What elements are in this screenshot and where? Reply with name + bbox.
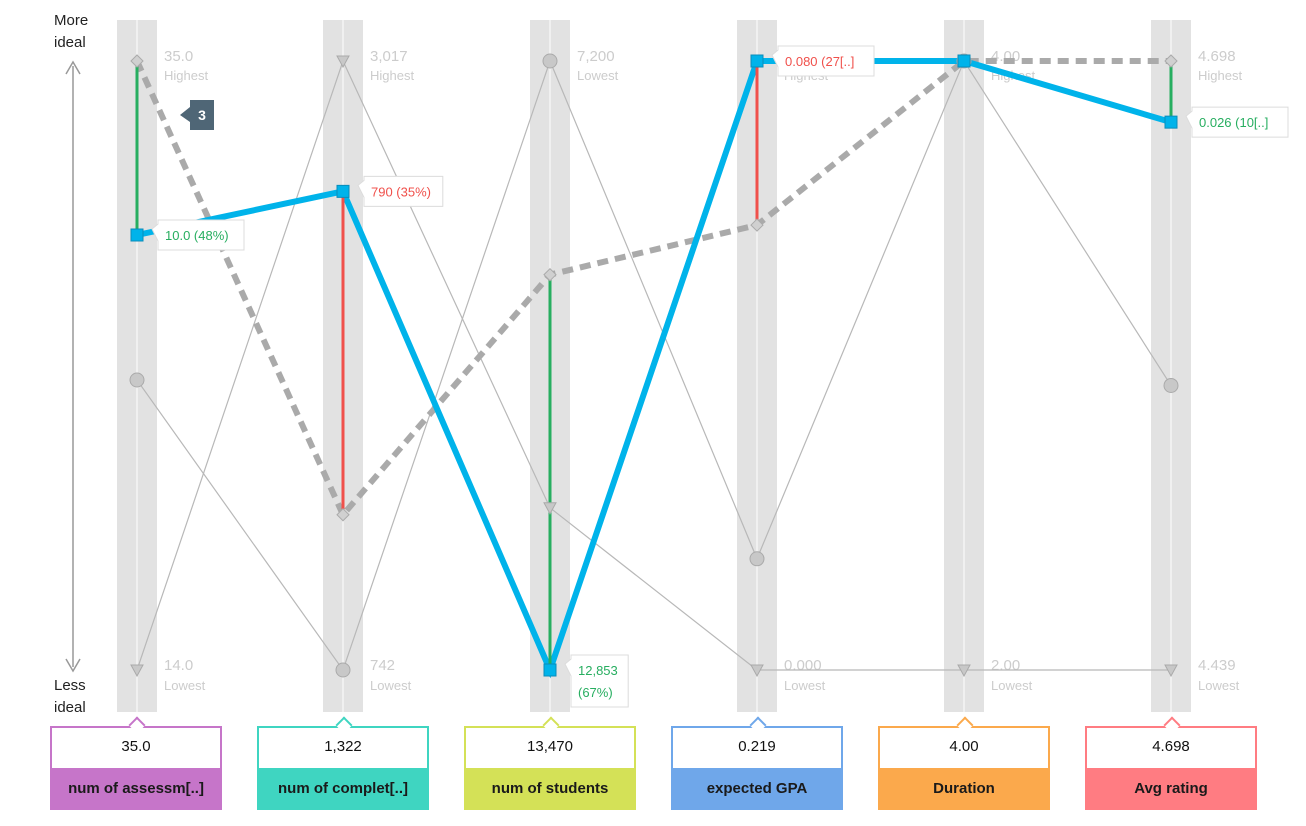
axis-max-sub-5: Highest xyxy=(1198,68,1242,83)
axis-card-name: Duration xyxy=(878,768,1050,810)
marker-diamond-0 xyxy=(130,54,144,68)
parallel-coordinates-chart: 35.0 Highest 14.0 Lowest 3,017 Highest 742 Lowe… xyxy=(65,20,1289,712)
axis-card-5[interactable]: 4.698 Avg rating xyxy=(1085,716,1257,810)
marker-triangle-5 xyxy=(1164,664,1178,678)
axis-card-name: num of students xyxy=(464,768,636,810)
axis-card-0[interactable]: 35.0 num of assessm[..] xyxy=(50,716,222,810)
axis-min-sub-5: Lowest xyxy=(1198,678,1240,693)
ideal-arrow-up-head xyxy=(65,60,81,75)
less-ideal-line2: ideal xyxy=(54,699,86,716)
marker-diamond-2 xyxy=(543,267,557,282)
axis-max-sub-1: Highest xyxy=(370,68,414,83)
axis-max-label-2: 7,200 xyxy=(577,48,615,65)
axis-card-3[interactable]: 0.219 expected GPA xyxy=(671,716,843,810)
marker-triangle-0 xyxy=(130,664,144,678)
marker-circle-3 xyxy=(749,551,765,567)
axis-card-name: expected GPA xyxy=(671,768,843,810)
marker-circle-0 xyxy=(129,372,145,388)
marker-square-3 xyxy=(750,54,764,68)
marker-triangle-2 xyxy=(543,502,557,515)
axis-card-2[interactable]: 13,470 num of students xyxy=(464,716,636,810)
axis-max-sub-0: Highest xyxy=(164,68,208,83)
less-ideal-label: Less ideal xyxy=(54,675,86,719)
more-ideal-line2: ideal xyxy=(54,34,86,51)
series-line-compare xyxy=(134,58,1171,521)
marker-triangle-4 xyxy=(957,664,971,678)
diff-label-text2-2: (67%) xyxy=(578,685,613,700)
more-ideal-line1: More xyxy=(54,12,89,29)
diff-label-text-5: 0.026 (10[..] xyxy=(1199,115,1268,130)
less-ideal-line1: Less xyxy=(54,677,86,694)
axis-card-value: 4.698 xyxy=(1152,738,1190,755)
marker-triangle-1 xyxy=(336,55,350,69)
axis-min-label-5: 4.439 xyxy=(1198,657,1236,674)
axis-max-label-0: 35.0 xyxy=(164,48,193,65)
marker-diamond-5 xyxy=(1164,54,1178,68)
axis-max-sub-2: Lowest xyxy=(577,68,619,83)
diff-label-box-1 xyxy=(357,175,444,207)
rank-badge-text: 3 xyxy=(198,107,206,123)
axis-card-value: 35.0 xyxy=(121,738,151,755)
axis-min-label-0: 14.0 xyxy=(164,657,193,674)
diff-label-box-0 xyxy=(151,219,245,251)
axis-card-1[interactable]: 1,322 num of complet[..] xyxy=(257,716,429,810)
diff-label-box-3 xyxy=(771,45,875,77)
axis-card-4[interactable]: 4.00 Duration xyxy=(878,716,1050,810)
axis-card-name: num of assessm[..] xyxy=(50,768,222,810)
axis-min-sub-0: Lowest xyxy=(164,678,206,693)
diff-label-text-3: 0.080 (27[..] xyxy=(785,54,854,69)
marker-diamond-3 xyxy=(750,218,764,232)
marker-circle-1 xyxy=(335,662,351,678)
series-line-selected xyxy=(136,58,1172,679)
axis-card-name: Avg rating xyxy=(1085,768,1257,810)
marker-square-2 xyxy=(543,663,557,677)
marker-square-0 xyxy=(130,228,144,242)
ideal-arrow-down-head xyxy=(65,658,81,673)
diff-label-box-2 xyxy=(564,654,629,708)
more-ideal-label: More ideal xyxy=(54,10,88,54)
marker-circle-5 xyxy=(1163,377,1179,393)
series-line-background-2 xyxy=(136,59,1171,671)
diff-label-text-0: 10.0 (48%) xyxy=(165,228,229,243)
axis-card-value: 13,470 xyxy=(527,738,573,755)
axis-min-sub-3: Lowest xyxy=(784,678,826,693)
marker-square-4 xyxy=(957,54,971,68)
axis-max-label-5: 4.698 xyxy=(1198,48,1236,65)
axis-max-label-1: 3,017 xyxy=(370,48,408,65)
marker-square-1 xyxy=(336,184,350,198)
axis-min-label-4: 2.00 xyxy=(991,657,1020,674)
axis-min-sub-1: Lowest xyxy=(370,678,412,693)
diff-label-box-5 xyxy=(1185,106,1289,138)
marker-square-5 xyxy=(1164,115,1178,129)
marker-diamond-1 xyxy=(336,508,350,522)
marker-triangle-3 xyxy=(750,664,764,678)
axis-min-label-3: 0.000 xyxy=(784,657,822,674)
axis-card-value: 4.00 xyxy=(949,738,979,755)
series-line-background-1 xyxy=(136,59,1172,672)
axis-min-label-1: 742 xyxy=(370,657,395,674)
axis-card-value: 1,322 xyxy=(324,738,362,755)
marker-circle-2 xyxy=(542,53,558,69)
axis-min-sub-4: Lowest xyxy=(991,678,1033,693)
diff-label-text-1: 790 (35%) xyxy=(371,184,431,199)
rank-badge-shape xyxy=(180,100,214,130)
axis-card-value: 0.219 xyxy=(738,738,776,755)
axis-card-name: num of complet[..] xyxy=(257,768,429,810)
diff-label-text-2: 12,853 xyxy=(578,663,618,678)
